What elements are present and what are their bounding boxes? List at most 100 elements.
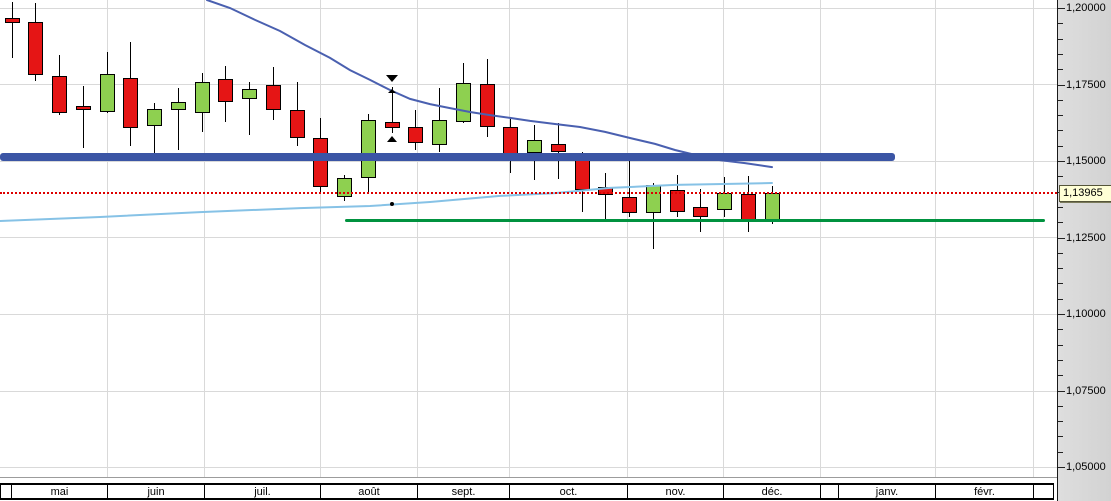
month-label: mai [50, 485, 69, 498]
y-major-tick [1058, 237, 1065, 239]
y-axis-label: 1,15000 [1066, 155, 1106, 167]
candle-body [99, 74, 115, 113]
y-minor-tick [1058, 206, 1063, 208]
month-label: nov. [665, 485, 686, 498]
resistance-line [0, 153, 895, 162]
candle-wick [605, 172, 607, 222]
y-minor-tick [1058, 130, 1063, 132]
gridline-vertical [820, 0, 821, 477]
y-major-tick [1058, 161, 1065, 162]
month-cell-empty [1034, 485, 1054, 498]
candle-body [123, 78, 139, 128]
gridline-vertical [509, 0, 510, 477]
fractal-up-icon [387, 135, 397, 142]
y-axis-label: 1,12500 [1066, 231, 1106, 244]
candle-wick [11, 1, 13, 58]
y-minor-tick [1058, 38, 1063, 40]
candle-wick [177, 87, 179, 150]
gridline-vertical [320, 0, 321, 477]
candle-body [550, 143, 566, 153]
month-label: oct. [559, 485, 578, 498]
candle-body [289, 109, 305, 139]
y-minor-tick [1058, 375, 1063, 377]
gridline-vertical [627, 0, 628, 477]
month-cell-janv: janv. [839, 485, 936, 498]
price-axis[interactable]: 1,20000 1,17500 1,15000 1,12500 1,10000 1,075… [1057, 0, 1111, 501]
y-minor-tick [1058, 222, 1063, 224]
candle-body [194, 82, 210, 113]
candle-body [360, 119, 376, 179]
y-major-tick [1058, 467, 1065, 468]
gridline-vertical [417, 0, 418, 477]
ma-fast-descending [206, 0, 773, 169]
month-label: juin [147, 485, 165, 498]
candle-body [28, 22, 44, 75]
candle-wick [391, 86, 393, 133]
gridline-horizontal [0, 237, 1057, 238]
y-major-tick [1058, 314, 1065, 315]
candle-body [693, 206, 709, 217]
support-line [345, 218, 1045, 222]
candle-body [479, 83, 495, 128]
month-label: août [358, 485, 380, 498]
month-cell-empty [821, 485, 839, 498]
y-major-tick [1058, 390, 1065, 392]
gridline-horizontal [0, 391, 1057, 392]
y-axis-label: 1,20000 [1066, 2, 1106, 14]
y-minor-tick [1058, 298, 1063, 300]
y-major-tick [1058, 84, 1065, 86]
y-minor-tick [1058, 283, 1063, 285]
y-minor-tick [1058, 405, 1063, 407]
month-cell-nov: nov. [628, 485, 724, 498]
candle-body [218, 78, 234, 102]
gridline-horizontal [0, 84, 1057, 85]
candle-body [669, 190, 685, 213]
candle-wick [249, 82, 250, 135]
y-minor-tick [1058, 359, 1063, 361]
gridline-vertical [935, 0, 936, 477]
gridline-horizontal [0, 314, 1057, 315]
y-minor-tick [1058, 23, 1063, 25]
y-minor-tick [1058, 99, 1063, 101]
gridline-vertical [1033, 0, 1034, 477]
month-label: févr. [974, 485, 995, 498]
candle-body [384, 122, 400, 128]
y-minor-tick [1058, 421, 1063, 423]
candle-body [432, 119, 447, 146]
plot-area[interactable] [0, 0, 1057, 477]
month-label: juil. [254, 485, 271, 498]
month-cell-juil: juil. [205, 485, 321, 498]
moving-averages-layer [0, 0, 773, 222]
y-axis-label: 1,10000 [1066, 308, 1106, 320]
candle-wick [652, 183, 654, 250]
candle-body [4, 18, 20, 23]
y-minor-tick [1058, 145, 1063, 147]
y-minor-tick [1058, 451, 1063, 453]
current-price-line [0, 191, 1057, 194]
ma-slow-rising [0, 182, 773, 222]
y-minor-tick [1058, 344, 1063, 346]
month-cell-oct: oct. [510, 485, 628, 498]
month-cell-empty [1, 485, 12, 498]
month-label: janv. [875, 485, 899, 498]
y-minor-tick [1058, 329, 1063, 331]
candle-body [622, 197, 637, 213]
month-cell-févr: févr. [936, 485, 1034, 498]
candle-body [242, 89, 257, 99]
candle-body [75, 105, 91, 110]
gridline-horizontal [0, 467, 1057, 468]
fractal-up-icon [388, 88, 396, 93]
gridline-horizontal [0, 8, 1057, 9]
gridline-vertical [723, 0, 724, 477]
ma-dot-marker [390, 202, 394, 207]
time-axis[interactable]: mai juin juil. août sept. oct. nov. déc. janv. fé… [0, 483, 1054, 500]
y-axis-label: 1,07500 [1066, 384, 1106, 397]
month-cell-août: août [321, 485, 418, 498]
fractal-down-icon [386, 75, 398, 83]
candle-body [527, 139, 542, 154]
gridline-vertical [204, 0, 205, 477]
gridline-vertical [107, 0, 108, 477]
y-axis-label: 1,05000 [1066, 461, 1106, 473]
candle-body [52, 75, 67, 113]
y-minor-tick [1058, 268, 1063, 270]
